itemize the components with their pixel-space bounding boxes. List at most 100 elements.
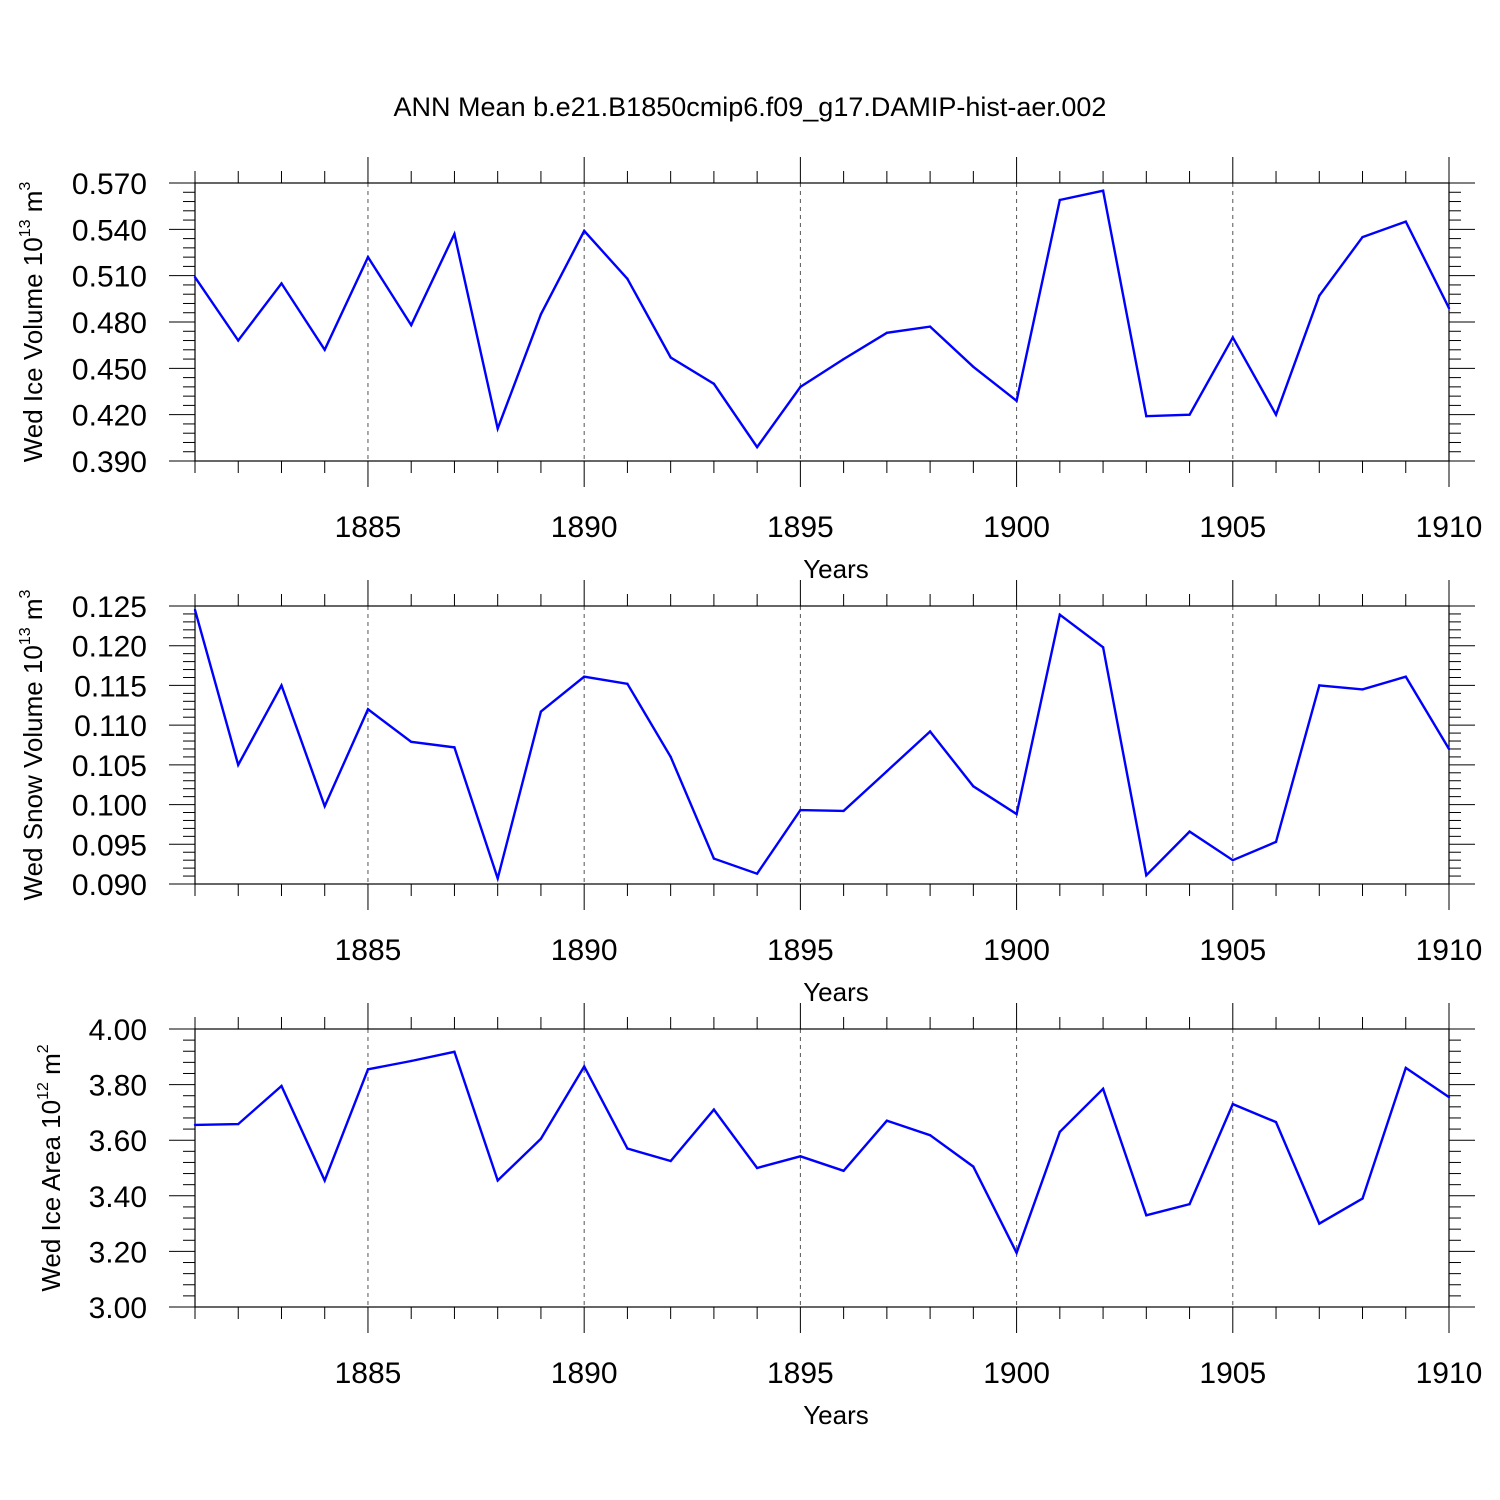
data-point xyxy=(193,276,197,279)
data-point xyxy=(842,357,845,361)
chart-panel-3: 3.00 3.20 3.40 3.60 3.80 4.00 1885 1890 1895 1900… xyxy=(35,1003,1482,1430)
data-point xyxy=(1058,1130,1062,1134)
data-point xyxy=(928,730,932,733)
data-point xyxy=(1318,1222,1321,1225)
data-point xyxy=(972,785,975,788)
series-line xyxy=(194,189,1451,450)
data-point xyxy=(755,872,759,875)
y-tick-label: 3.60 xyxy=(89,1125,147,1158)
x-tick-label: 1900 xyxy=(983,1357,1050,1390)
data-point xyxy=(1361,688,1364,691)
data-point xyxy=(626,1147,629,1150)
y-tick-label: 0.390 xyxy=(72,446,147,479)
data-point xyxy=(280,282,283,285)
data-point xyxy=(1404,675,1407,678)
x-tick-label: 1890 xyxy=(551,511,618,544)
data-point xyxy=(972,1165,975,1168)
data-point xyxy=(453,746,456,749)
y-tick-label: 0.570 xyxy=(72,168,147,201)
data-point xyxy=(1101,1087,1105,1090)
data-point xyxy=(366,255,370,259)
data-point xyxy=(755,445,759,449)
data-point xyxy=(799,385,802,389)
data-point xyxy=(1231,1102,1234,1106)
data-point xyxy=(453,232,456,236)
data-point xyxy=(280,684,283,687)
y-tick-label: 0.510 xyxy=(72,261,147,294)
page-title: ANN Mean b.e21.B1850cmip6.f09_g17.DAMIP-… xyxy=(393,92,1107,122)
data-point xyxy=(1274,1120,1278,1124)
data-point xyxy=(1404,220,1407,223)
data-point xyxy=(1015,812,1018,816)
y-tick-label: 4.00 xyxy=(89,1014,147,1047)
data-point xyxy=(1058,198,1062,202)
y-axis-title: Wed Snow Volume 1013 m3 xyxy=(17,589,48,900)
y-tick-label: 0.110 xyxy=(74,710,147,743)
chart-panel-1: 0.390 0.420 0.450 0.480 0.510 0.540 0.570 1885 1… xyxy=(17,157,1482,584)
y-tick-label: 0.090 xyxy=(72,869,147,902)
data-point xyxy=(237,1122,240,1126)
y-axis-title: Wed Ice Volume 1013 m3 xyxy=(17,182,48,463)
data-point xyxy=(323,1179,326,1182)
data-point xyxy=(799,808,802,812)
data-point xyxy=(539,710,543,713)
y-axis-title: Wed Ice Area 1012 m2 xyxy=(35,1044,66,1291)
data-point xyxy=(928,325,932,328)
data-point xyxy=(1447,1095,1451,1099)
data-point xyxy=(1145,1214,1148,1217)
data-point xyxy=(928,1133,932,1137)
x-axis-title: Years xyxy=(803,977,869,1007)
data-point xyxy=(496,427,499,430)
x-tick-label: 1905 xyxy=(1199,511,1266,544)
data-point xyxy=(842,1169,845,1172)
x-axis-title: Years xyxy=(803,1400,869,1430)
data-point xyxy=(1188,830,1191,833)
data-point xyxy=(539,1137,543,1141)
data-point xyxy=(410,740,413,744)
data-point xyxy=(799,1155,802,1158)
data-point xyxy=(323,348,326,351)
data-point xyxy=(885,1119,889,1122)
data-point xyxy=(496,1179,499,1182)
y-tick-label: 0.420 xyxy=(72,400,147,433)
x-tick-label: 1885 xyxy=(335,934,402,967)
x-tick-label: 1890 xyxy=(551,934,618,967)
data-point xyxy=(626,682,629,686)
x-tick-label: 1895 xyxy=(767,934,834,967)
data-point xyxy=(1101,646,1105,649)
data-point xyxy=(669,1159,672,1163)
data-point xyxy=(1015,399,1018,402)
data-point xyxy=(366,708,370,711)
data-point xyxy=(1274,840,1278,844)
x-tick-label: 1900 xyxy=(983,511,1050,544)
data-point xyxy=(237,763,240,767)
y-tick-label: 3.80 xyxy=(89,1070,147,1103)
plot-frame xyxy=(194,605,1450,885)
y-tick-label: 0.540 xyxy=(72,214,147,247)
data-point xyxy=(669,755,672,759)
data-point xyxy=(582,1065,586,1068)
data-point xyxy=(1361,235,1364,239)
data-point xyxy=(410,323,413,327)
data-point xyxy=(539,313,543,316)
x-tick-label: 1895 xyxy=(767,1357,834,1390)
x-tick-label: 1885 xyxy=(335,511,402,544)
data-point xyxy=(1231,336,1234,339)
y-tick-label: 0.115 xyxy=(74,670,147,703)
y-tick-label: 0.480 xyxy=(72,307,147,340)
data-point xyxy=(712,1108,716,1111)
data-point xyxy=(1188,413,1191,416)
y-tick-label: 0.100 xyxy=(72,790,147,823)
x-tick-label: 1910 xyxy=(1416,1357,1483,1390)
data-point xyxy=(1015,1251,1018,1254)
x-tick-label: 1900 xyxy=(983,934,1050,967)
x-axis-title: Years xyxy=(803,554,869,584)
data-point xyxy=(1058,613,1062,616)
y-tick-label: 3.40 xyxy=(89,1181,147,1214)
data-point xyxy=(1404,1066,1407,1070)
series-line xyxy=(193,609,1451,883)
data-point xyxy=(1361,1197,1364,1200)
data-point xyxy=(972,365,975,368)
y-tick-label: 3.20 xyxy=(89,1236,147,1269)
data-point xyxy=(496,877,499,880)
